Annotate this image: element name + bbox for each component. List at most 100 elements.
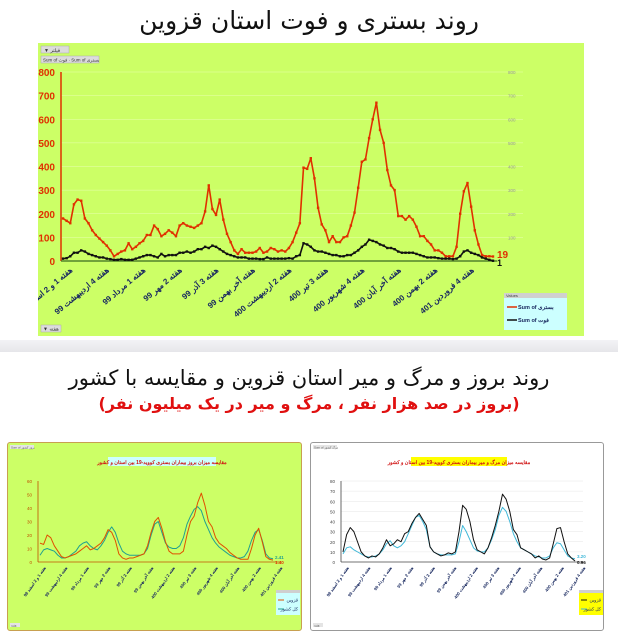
data-point-marker: [211, 207, 214, 211]
data-point-marker: [160, 252, 163, 256]
data-point-marker: [265, 256, 269, 259]
data-point-marker: [196, 247, 200, 251]
data-point-marker: [222, 250, 225, 253]
data-point-marker: [473, 252, 476, 256]
data-point-marker: [192, 226, 196, 230]
legend-title: Values: [506, 293, 518, 298]
data-point-marker: [80, 199, 83, 202]
data-point-marker: [171, 253, 174, 257]
end-label-qazvin: 0.96: [577, 560, 586, 565]
data-point-marker: [371, 239, 374, 243]
week-field-label: هفته: [11, 623, 17, 627]
data-point-marker: [364, 243, 367, 246]
y-axis-tick: 80: [330, 479, 336, 484]
data-point-marker: [207, 184, 210, 187]
incidence-line-chart-svg: Sum of بروز کشور مقایسه میزان بروز بیمارا…: [10, 445, 300, 627]
data-point-marker: [116, 258, 119, 262]
data-point-marker: [437, 249, 440, 252]
data-point-marker: [254, 257, 258, 260]
data-point-marker: [302, 242, 305, 245]
data-point-marker: [247, 257, 251, 260]
data-point-marker: [353, 251, 356, 254]
data-point-marker: [386, 168, 389, 172]
data-point-marker: [393, 188, 396, 192]
x-axis-label: هفته 2 اردیبهشت 400: [150, 566, 177, 601]
data-point-marker: [469, 251, 473, 254]
data-point-marker: [251, 251, 254, 254]
data-point-marker: [236, 252, 240, 256]
data-point-marker: [178, 251, 181, 254]
series-country-line: [39, 506, 274, 560]
data-point-marker: [411, 251, 415, 254]
y-axis-tick-left: 600: [38, 115, 55, 126]
data-point-marker: [302, 166, 305, 169]
data-point-marker: [171, 231, 174, 234]
data-point-marker: [174, 253, 178, 257]
legend-label-qazvin: قزوین: [590, 598, 602, 604]
data-point-marker: [444, 255, 447, 258]
x-axis-label: هفته آخر آبان 400: [521, 565, 545, 594]
mortality-comparison-chart: Sum of مرگ کشور مقایسه میزان مرگ و میر بی…: [310, 442, 604, 631]
data-point-marker: [444, 257, 447, 260]
y-axis-tick: 10: [330, 550, 336, 555]
y-axis-tick: 60: [330, 499, 336, 504]
data-point-marker: [480, 256, 484, 259]
week-field-button[interactable]: [10, 623, 20, 627]
corner-field-button[interactable]: [313, 445, 337, 449]
data-point-marker: [316, 206, 320, 210]
data-point-marker: [269, 257, 272, 260]
legend-label-country: کل کشور: [280, 607, 299, 613]
corner-field-button[interactable]: [10, 445, 34, 449]
data-point-marker: [123, 258, 127, 262]
data-point-marker: [346, 253, 349, 257]
week-field-button[interactable]: [40, 324, 62, 333]
data-point-marker: [480, 253, 484, 257]
data-point-marker: [163, 232, 167, 236]
x-axis-label: هفته 2 بهمن 400: [544, 566, 566, 594]
y-axis-tick-right: 200: [508, 212, 516, 217]
data-point-marker: [240, 256, 243, 259]
data-point-marker: [298, 253, 302, 257]
y-axis-tick: 40: [330, 520, 336, 525]
data-point-marker: [422, 255, 425, 258]
data-point-marker: [316, 250, 320, 253]
data-point-marker: [313, 177, 316, 180]
data-point-marker: [101, 256, 105, 259]
series-country-line: [342, 506, 576, 560]
field-buttons[interactable]: [40, 55, 100, 64]
data-point-marker: [65, 219, 68, 223]
data-point-marker: [459, 212, 462, 215]
data-point-marker: [429, 256, 433, 259]
data-point-marker: [415, 225, 418, 228]
page-subtitle-units: (بروز در صد هزار نفر ، مرگ و میر در یک م…: [98, 394, 520, 413]
data-point-marker: [233, 249, 236, 252]
x-axis-label: هفته 3 تیر 400: [482, 566, 501, 590]
data-point-marker: [349, 253, 353, 257]
data-point-marker: [433, 256, 436, 259]
data-point-marker: [149, 253, 152, 257]
data-point-marker: [295, 231, 298, 234]
week-field-button[interactable]: [313, 623, 323, 627]
end-label-qazvin: 1.40: [275, 560, 284, 565]
data-point-marker: [433, 249, 436, 252]
data-point-marker: [305, 167, 309, 171]
data-point-marker: [120, 250, 123, 253]
filter-button[interactable]: [40, 45, 70, 54]
y-axis-tick: 50: [330, 509, 336, 514]
chart-title: مقایسه میزان مرگ و میر بیماران بستری کوو…: [387, 459, 531, 466]
data-point-marker: [244, 251, 247, 254]
data-point-marker: [72, 251, 76, 254]
data-point-marker: [353, 211, 356, 214]
data-point-marker: [455, 245, 458, 249]
data-point-marker: [207, 246, 210, 250]
legend-box: [504, 293, 567, 330]
x-axis-label: هفته 4 اردیبهشت 99: [347, 566, 372, 599]
data-point-marker: [378, 128, 382, 132]
x-axis-label: هفته 2 مهر 99: [93, 566, 112, 590]
main-line-chart-svg: ▼ فیلتر Sum of فوت · Sum of بستری ▼ هفته 80…: [17, 45, 567, 333]
data-point-marker: [174, 234, 178, 238]
data-point-marker: [61, 217, 65, 220]
data-point-marker: [448, 255, 451, 258]
data-point-marker: [462, 190, 466, 193]
data-point-marker: [240, 247, 243, 251]
